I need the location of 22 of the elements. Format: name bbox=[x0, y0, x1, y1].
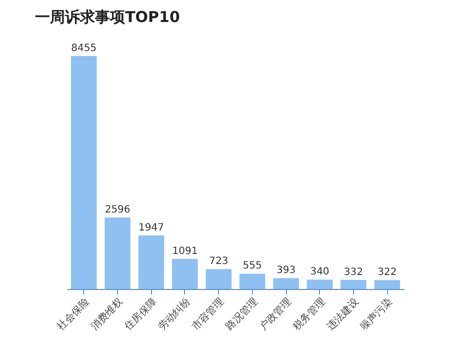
data-label: 8455 bbox=[71, 43, 97, 54]
x-tick-label: 噪声污染 bbox=[358, 296, 395, 333]
data-label: 723 bbox=[209, 256, 228, 268]
data-label: 2596 bbox=[104, 204, 130, 216]
bar bbox=[138, 235, 164, 289]
bar bbox=[104, 217, 130, 289]
data-label: 332 bbox=[344, 266, 363, 278]
data-label: 393 bbox=[276, 265, 296, 276]
bar bbox=[273, 278, 299, 289]
chart-title: 一周诉求事项TOP10 bbox=[35, 8, 180, 26]
data-label: 1091 bbox=[172, 246, 198, 257]
data-label: 555 bbox=[242, 260, 262, 272]
data-label: 340 bbox=[310, 266, 330, 278]
bar bbox=[206, 269, 232, 289]
bar bbox=[172, 258, 198, 289]
data-label: 322 bbox=[378, 267, 397, 278]
bar bbox=[239, 274, 266, 289]
bar bbox=[70, 56, 97, 289]
data-label: 1947 bbox=[138, 222, 164, 234]
bar bbox=[340, 280, 366, 289]
bar bbox=[306, 280, 333, 289]
bar bbox=[374, 280, 400, 289]
